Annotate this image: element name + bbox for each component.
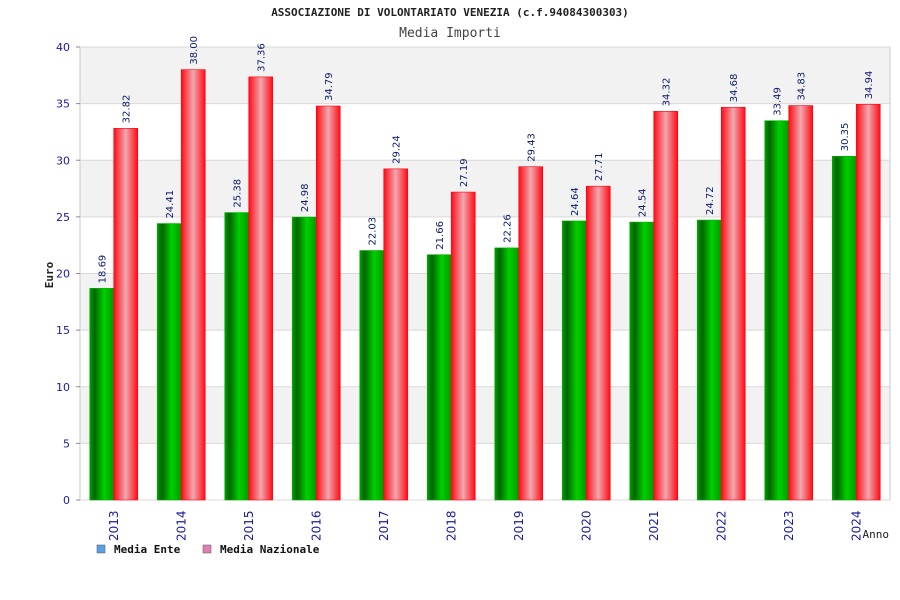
x-tick-label-2016: 2016 xyxy=(309,510,323,541)
chart-subtitle: Media Importi xyxy=(399,26,501,41)
y-tick-label: 25 xyxy=(56,211,70,224)
plot-area xyxy=(79,46,891,501)
data-labels: 18.69 32.82 24.41 38.00 25.38 37.36 24.98 34.79… xyxy=(98,36,876,283)
plot-band xyxy=(80,216,890,274)
legend-swatch-media-nazionale xyxy=(202,544,212,554)
y-tick-label: 15 xyxy=(56,324,70,337)
x-axis-label: Anno xyxy=(863,528,890,541)
bar-media-ente-2019 xyxy=(494,247,520,501)
bar-media-nazionale-2022 xyxy=(720,106,746,501)
data-label-media-nazionale-2023: 34.83 xyxy=(797,72,808,101)
y-tick-label: 0 xyxy=(63,494,70,507)
data-label-media-ente-2015: 25.38 xyxy=(233,179,244,208)
x-tick-label-2024: 2024 xyxy=(849,510,863,541)
bar-media-nazionale-2014 xyxy=(180,69,206,501)
bar-media-nazionale-2015 xyxy=(248,76,274,501)
y-tick-label: 5 xyxy=(63,437,70,450)
data-label-media-nazionale-2016: 34.79 xyxy=(324,72,335,101)
plot-band xyxy=(80,443,890,500)
plot-band xyxy=(80,273,890,331)
x-tick-label-2020: 2020 xyxy=(579,510,593,541)
bar-media-nazionale-2019 xyxy=(518,166,544,501)
bar-media-ente-2021 xyxy=(629,221,655,501)
data-label-media-ente-2014: 24.41 xyxy=(165,190,176,219)
data-label-media-nazionale-2013: 32.82 xyxy=(122,95,133,124)
bar-media-ente-2022 xyxy=(696,219,722,501)
data-label-media-ente-2017: 22.03 xyxy=(368,217,379,246)
x-tick-label-2014: 2014 xyxy=(174,510,188,541)
x-tick-label-2019: 2019 xyxy=(512,510,526,541)
bar-media-nazionale-2013 xyxy=(113,128,139,501)
plot-band xyxy=(80,160,890,217)
data-label-media-ente-2023: 33.49 xyxy=(773,87,784,116)
bar-media-nazionale-2020 xyxy=(585,185,611,501)
data-label-media-ente-2021: 24.54 xyxy=(638,188,649,217)
chart-title: ASSOCIAZIONE DI VOLONTARIATO VENEZIA (c.… xyxy=(271,6,629,19)
y-tick-label: 20 xyxy=(56,268,70,281)
data-label-media-ente-2020: 24.64 xyxy=(570,187,581,216)
y-tick-label: 30 xyxy=(56,154,70,167)
data-label-media-nazionale-2019: 29.43 xyxy=(527,133,538,162)
data-label-media-ente-2019: 22.26 xyxy=(503,214,514,243)
data-label-media-nazionale-2020: 27.71 xyxy=(594,153,605,182)
bar-media-nazionale-2017 xyxy=(383,168,409,501)
data-label-media-ente-2016: 24.98 xyxy=(300,183,311,212)
bar-media-ente-2015 xyxy=(224,212,250,501)
bar-media-ente-2016 xyxy=(291,216,317,501)
bar-media-ente-2020 xyxy=(561,220,587,501)
bar-media-ente-2018 xyxy=(426,254,452,501)
data-label-media-nazionale-2024: 34.94 xyxy=(864,71,875,100)
legend-label-media-nazionale: Media Nazionale xyxy=(220,543,320,556)
x-tick-label-2023: 2023 xyxy=(782,510,796,541)
bar-media-ente-2024 xyxy=(831,155,857,501)
y-tick-label: 10 xyxy=(56,381,70,394)
x-tick-label-2018: 2018 xyxy=(444,510,458,541)
x-tick-label-2017: 2017 xyxy=(377,510,391,541)
gridlines xyxy=(80,46,890,501)
x-tick-label-2021: 2021 xyxy=(647,510,661,541)
plot-band xyxy=(80,103,890,161)
plot-band xyxy=(80,386,890,444)
x-axis-ticks: 2013 2014 2015 2016 2017 2018 2019 2020 2021 2022… xyxy=(107,510,864,541)
x-tick-label-2013: 2013 xyxy=(107,510,121,541)
bar-media-nazionale-2023 xyxy=(788,105,814,501)
y-axis-ticks: 0 5 10 15 20 25 30 35 40 xyxy=(56,41,80,507)
bars xyxy=(89,69,881,501)
data-label-media-nazionale-2021: 34.32 xyxy=(662,78,673,107)
y-tick-label: 35 xyxy=(56,98,70,111)
data-label-media-nazionale-2014: 38.00 xyxy=(189,36,200,65)
y-axis-label: Euro xyxy=(43,261,56,288)
data-label-media-ente-2013: 18.69 xyxy=(98,255,109,284)
data-label-media-nazionale-2015: 37.36 xyxy=(257,43,268,72)
data-label-media-nazionale-2018: 27.19 xyxy=(459,158,470,187)
bar-media-ente-2014 xyxy=(156,223,182,501)
bar-media-ente-2013 xyxy=(89,288,115,501)
bar-media-nazionale-2016 xyxy=(315,105,341,501)
x-tick-label-2022: 2022 xyxy=(714,510,728,541)
data-label-media-nazionale-2017: 29.24 xyxy=(392,135,403,164)
bar-media-nazionale-2018 xyxy=(450,191,476,501)
plot-band xyxy=(80,47,890,104)
data-label-media-ente-2022: 24.72 xyxy=(705,186,716,215)
legend-swatch-media-ente xyxy=(96,544,106,554)
bar-media-nazionale-2024 xyxy=(855,104,881,501)
legend: Media Ente Media Nazionale xyxy=(96,543,320,556)
bar-media-ente-2017 xyxy=(359,250,385,501)
y-tick-label: 40 xyxy=(56,41,70,54)
bar-media-ente-2023 xyxy=(764,120,790,501)
plot-band xyxy=(80,330,890,387)
x-tick-label-2015: 2015 xyxy=(242,510,256,541)
data-label-media-nazionale-2022: 34.68 xyxy=(729,74,740,103)
data-label-media-ente-2018: 21.66 xyxy=(435,221,446,250)
data-label-media-ente-2024: 30.35 xyxy=(840,123,851,152)
bar-media-nazionale-2021 xyxy=(653,111,679,501)
legend-label-media-ente: Media Ente xyxy=(114,543,181,556)
